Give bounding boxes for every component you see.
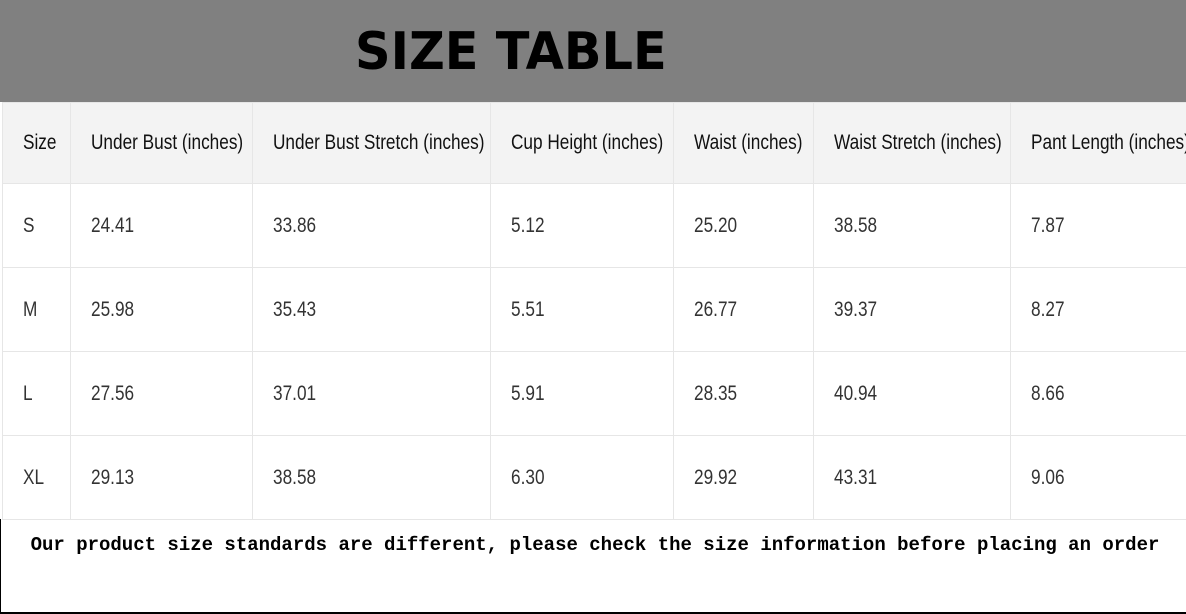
cell-value: 8.66 [1031,381,1065,405]
cell-value: 35.43 [273,297,317,321]
table-row: XL 29.13 38.58 6.30 29.92 43.31 9.06 [2,435,1186,520]
table-cell: 38.58 [813,183,1011,268]
cell-value: 26.77 [694,297,738,321]
cell-value: 27.56 [91,381,135,405]
cell-value: S [23,213,35,237]
column-header: Waist Stretch (inches) [813,102,1011,184]
table-cell: 28.35 [673,351,814,436]
size-table: Size Under Bust (inches) Under Bust Stretc… [2,102,1186,520]
column-header-label: Under Bust (inches) [91,131,244,154]
column-header-label: Cup Height (inches) [511,131,664,154]
bottom-border [0,612,1186,614]
table-cell: 26.77 [673,267,814,352]
table-cell: 8.66 [1010,351,1186,436]
table-cell: 27.56 [70,351,253,436]
column-header-label: Waist (inches) [694,131,803,154]
cell-value: 29.13 [91,465,135,489]
column-header: Pant Length (inches) [1010,102,1186,184]
column-header: Waist (inches) [673,102,814,184]
table-cell: 39.37 [813,267,1011,352]
table-cell: XL [2,435,71,520]
table-cell: M [2,267,71,352]
cell-value: 9.06 [1031,465,1065,489]
table-cell: 8.27 [1010,267,1186,352]
size-note: Our product size standards are different… [30,534,1160,556]
column-header: Size [2,102,71,184]
table-cell: S [2,183,71,268]
column-header-label: Size [23,131,57,154]
table-cell: L [2,351,71,436]
cell-value: 5.12 [511,213,545,237]
table-cell: 5.91 [490,351,674,436]
cell-value: 5.91 [511,381,545,405]
table-header-row: Size Under Bust (inches) Under Bust Stretc… [2,102,1186,184]
cell-value: 37.01 [273,381,317,405]
cell-value: 24.41 [91,213,135,237]
cell-value: 8.27 [1031,297,1065,321]
frame-line [0,519,1,614]
table-cell: 40.94 [813,351,1011,436]
cell-value: 7.87 [1031,213,1065,237]
table-cell: 6.30 [490,435,674,520]
cell-value: M [23,297,38,321]
column-header: Under Bust Stretch (inches) [252,102,491,184]
table-row: L 27.56 37.01 5.91 28.35 40.94 8.66 [2,351,1186,436]
table-cell: 43.31 [813,435,1011,520]
cell-value: 40.94 [834,381,878,405]
cell-value: 33.86 [273,213,317,237]
table-cell: 29.13 [70,435,253,520]
cell-value: 25.98 [91,297,135,321]
page-title: SIZE TABLE [355,22,667,82]
cell-value: 38.58 [834,213,878,237]
table-row: S 24.41 33.86 5.12 25.20 38.58 7.87 [2,183,1186,268]
column-header-label: Under Bust Stretch (inches) [273,131,485,154]
table-cell: 24.41 [70,183,253,268]
table-cell: 7.87 [1010,183,1186,268]
table-cell: 5.51 [490,267,674,352]
cell-value: L [23,381,33,405]
table-cell: 35.43 [252,267,491,352]
column-header: Under Bust (inches) [70,102,253,184]
cell-value: 43.31 [834,465,878,489]
table-cell: 37.01 [252,351,491,436]
table-row: M 25.98 35.43 5.51 26.77 39.37 8.27 [2,267,1186,352]
cell-value: 28.35 [694,381,738,405]
cell-value: 29.92 [694,465,738,489]
cell-value: 6.30 [511,465,545,489]
table-cell: 9.06 [1010,435,1186,520]
cell-value: 38.58 [273,465,317,489]
title-banner: SIZE TABLE [0,0,1186,102]
cell-value: 5.51 [511,297,545,321]
table-cell: 38.58 [252,435,491,520]
table-cell: 25.20 [673,183,814,268]
table-cell: 33.86 [252,183,491,268]
cell-value: XL [23,465,45,489]
cell-value: 25.20 [694,213,738,237]
column-header: Cup Height (inches) [490,102,674,184]
column-header-label: Waist Stretch (inches) [834,131,1002,154]
column-header-label: Pant Length (inches) [1031,131,1186,154]
cell-value: 39.37 [834,297,878,321]
table-cell: 29.92 [673,435,814,520]
table-cell: 5.12 [490,183,674,268]
table-cell: 25.98 [70,267,253,352]
